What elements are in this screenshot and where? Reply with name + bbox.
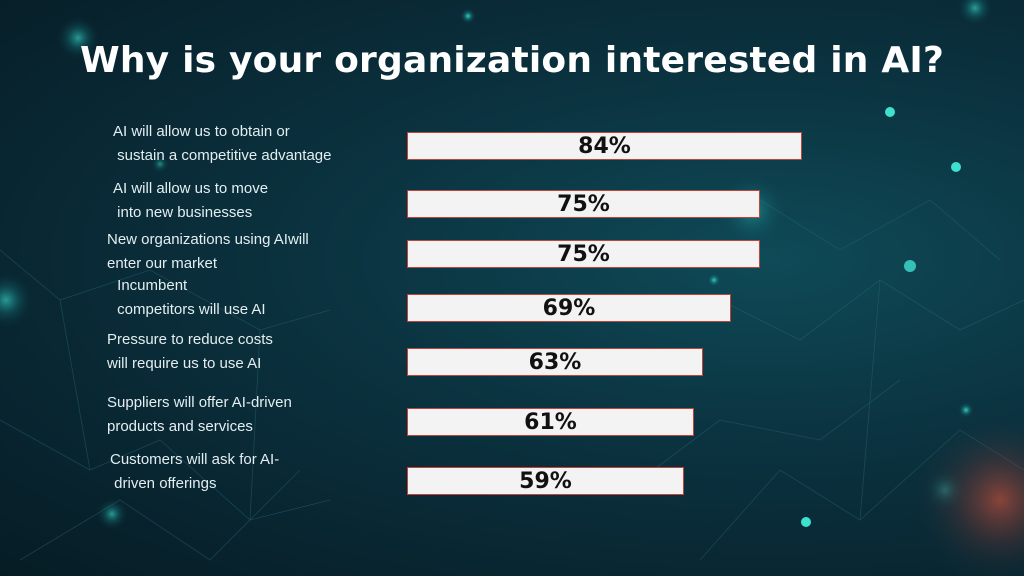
bar: 75% xyxy=(407,190,760,218)
category-label: New organizations using AIwill enter our… xyxy=(107,231,309,272)
bar: 59% xyxy=(407,467,684,495)
category-label: AI will allow us to obtain or sustain a … xyxy=(113,123,332,164)
category-label: Suppliers will offer AI-driven products … xyxy=(107,394,292,435)
bar-value-label: 59% xyxy=(519,468,572,494)
category-label: AI will allow us to move into new busine… xyxy=(113,180,269,221)
bar: 61% xyxy=(407,408,694,436)
category-label: Incumbent competitors will use AI xyxy=(117,277,266,318)
chart-title: Why is your organization interested in A… xyxy=(79,40,945,81)
bar: 69% xyxy=(407,294,731,322)
bar: 84% xyxy=(407,132,802,160)
bar-value-label: 69% xyxy=(542,295,596,321)
bar-value-label: 61% xyxy=(524,409,577,435)
bar-value-label: 84% xyxy=(578,133,631,159)
category-label: Pressure to reduce costs will require us… xyxy=(107,331,273,372)
bar: 75% xyxy=(407,240,760,268)
category-label: Customers will ask for AI- driven offeri… xyxy=(110,451,280,492)
bar-value-label: 63% xyxy=(528,349,582,375)
bar-value-label: 75% xyxy=(557,241,610,267)
bar: 63% xyxy=(407,348,703,376)
bar-value-label: 75% xyxy=(557,191,610,217)
